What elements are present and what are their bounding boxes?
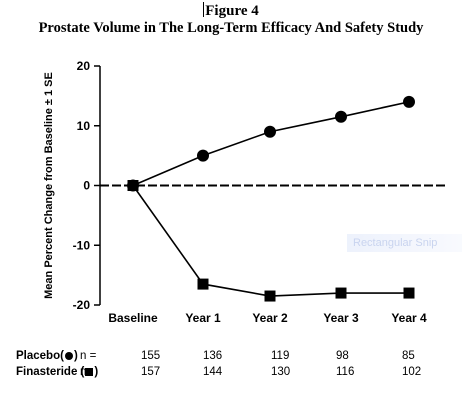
n-value: 155 — [141, 350, 161, 362]
data-point-finasteride — [127, 180, 139, 191]
y-tick-label: 0 — [83, 179, 90, 193]
data-point-finasteride — [335, 287, 347, 299]
n-row-label-text: Finasteride ( — [16, 366, 85, 378]
n-value: 85 — [402, 350, 415, 362]
figure-label-text: Figure 4 — [205, 3, 259, 19]
x-tick-label: Year 2 — [252, 311, 288, 325]
data-point-placebo — [264, 125, 276, 138]
n-value: 136 — [203, 350, 223, 362]
x-tick-label: Year 1 — [185, 311, 221, 325]
data-point-finasteride — [264, 290, 276, 302]
text-cursor — [203, 2, 205, 17]
n-value: 157 — [141, 366, 161, 378]
data-point-finasteride — [197, 278, 209, 290]
data-point-finasteride — [403, 287, 415, 299]
n-value: 102 — [402, 366, 422, 378]
n-label: n= — [80, 366, 94, 378]
chart-title: Prostate Volume in The Long-Term Efficac… — [38, 20, 424, 36]
y-tick-label: -20 — [73, 298, 91, 312]
data-point-placebo — [335, 110, 347, 123]
figure-label: Figure 4 — [0, 2, 462, 20]
square-marker-icon — [85, 367, 94, 376]
y-axis-title: Mean Percent Change from Baseline ± 1 SE — [43, 72, 55, 299]
n-label: n = — [80, 350, 97, 362]
y-tick-label: -10 — [73, 238, 91, 252]
n-row-label-end: ) — [73, 350, 78, 362]
y-tick-label: 20 — [77, 59, 91, 73]
line-chart: 20 10 0 -10 -20 Mean Percent Change from Base… — [43, 59, 448, 325]
n-row-label-end: ) — [94, 366, 99, 378]
n-value: 144 — [203, 366, 223, 378]
n-row-label: Finasteride () — [16, 366, 98, 378]
x-tick-label: Year 3 — [323, 311, 359, 325]
n-row-finasteride: Finasteride () n= 157 144 130 116 102 — [0, 366, 462, 382]
n-value: 119 — [271, 350, 290, 362]
x-tick-label: Year 4 — [391, 311, 427, 325]
snip-watermark: Rectangular Snip — [347, 234, 462, 252]
x-tick-label: Baseline — [108, 311, 158, 325]
n-value: 98 — [336, 350, 349, 362]
y-tick-label: 10 — [77, 119, 91, 133]
n-row-label: Placebo() — [16, 350, 78, 362]
data-point-placebo — [403, 95, 415, 108]
n-value: 130 — [271, 366, 291, 378]
series-line-placebo — [132, 101, 410, 187]
circle-marker-icon — [64, 351, 73, 360]
n-row-label-text: Placebo( — [16, 350, 64, 362]
n-value: 116 — [336, 366, 355, 378]
n-table: Placebo() n = 155 136 119 98 85 Finaster… — [0, 348, 462, 388]
data-point-placebo — [197, 149, 209, 162]
n-row-placebo: Placebo() n = 155 136 119 98 85 — [0, 350, 462, 366]
